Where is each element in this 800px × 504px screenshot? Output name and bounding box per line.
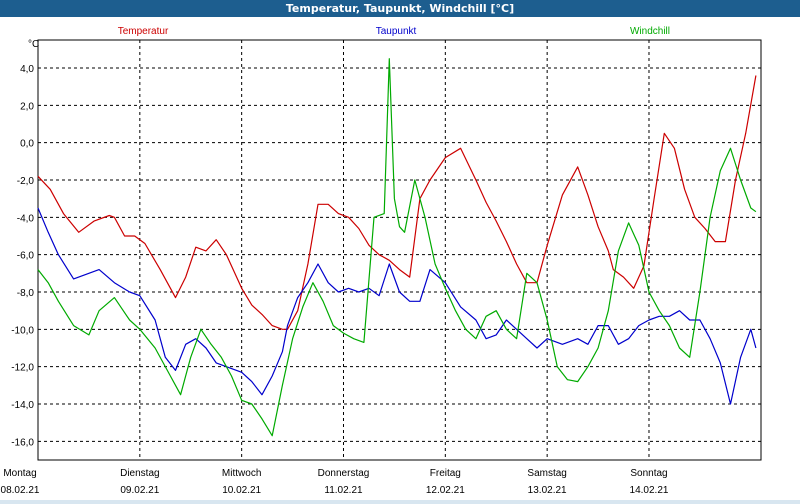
y-tick-label: -2,0 [17, 176, 35, 187]
y-tick-label: -8,0 [17, 288, 35, 299]
x-tick-day-label: Montag [3, 468, 36, 479]
legend-entry-temperatur: Temperatur [118, 26, 169, 37]
chart-frame: 4,0 2,0 0,0 -2,0 -4,0 -6,0 -8,0 -10,0 -12,0 -14,0… [0, 17, 800, 500]
x-tick-date-label: 11.02.21 [324, 485, 363, 496]
plot-area [37, 39, 762, 461]
x-tick-date-label: 14.02.21 [630, 485, 669, 496]
y-tick-label: -6,0 [17, 251, 35, 262]
legend-entry-windchill: Windchill [630, 26, 670, 37]
legend-entry-taupunkt: Taupunkt [376, 26, 417, 37]
x-tick-date-label: 08.02.21 [1, 485, 40, 496]
y-tick-label: 2,0 [20, 101, 34, 112]
x-tick-date-label: 12.02.21 [426, 485, 465, 496]
y-tick-label: 4,0 [20, 64, 34, 75]
y-axis-label: °C [28, 39, 39, 50]
x-tick-date-label: 10.02.21 [222, 485, 261, 496]
y-tick-label: -16,0 [11, 437, 34, 448]
x-tick-day-label: Mittwoch [222, 468, 261, 479]
x-tick-date-label: 09.02.21 [120, 485, 159, 496]
y-tick-label: -10,0 [11, 325, 34, 336]
y-tick-label: -14,0 [11, 400, 34, 411]
x-tick-day-label: Sonntag [630, 468, 667, 479]
x-tick-day-label: Samstag [527, 468, 566, 479]
x-tick-day-label: Donnerstag [318, 468, 370, 479]
x-tick-date-label: 13.02.21 [528, 485, 567, 496]
y-tick-label: -4,0 [17, 213, 35, 224]
x-tick-day-label: Dienstag [120, 468, 159, 479]
x-tick-day-label: Freitag [430, 468, 461, 479]
series-line-windchill [37, 58, 757, 437]
line-chart: 4,0 2,0 0,0 -2,0 -4,0 -6,0 -8,0 -10,0 -12,0 -14,0… [1, 26, 762, 496]
y-tick-label: 0,0 [20, 139, 34, 150]
series-line-taupunkt [37, 207, 757, 405]
window-title: Temperatur, Taupunkt, Windchill [°C] [0, 0, 800, 17]
y-tick-label: -12,0 [11, 363, 34, 374]
